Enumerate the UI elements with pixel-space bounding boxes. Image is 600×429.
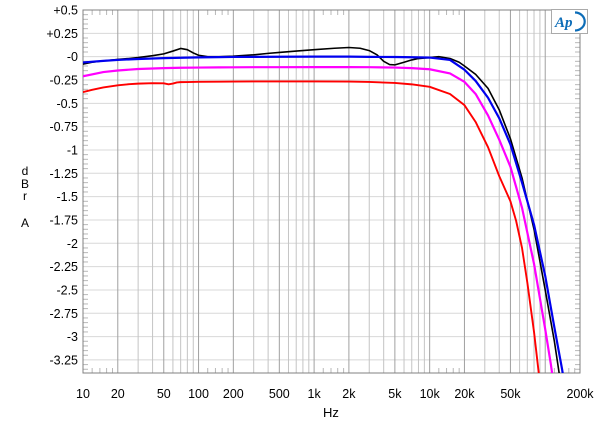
y-tick-label: -1 xyxy=(67,143,78,157)
channel-label: A xyxy=(20,216,29,230)
y-tick-label: -3 xyxy=(67,330,78,344)
y-tick-label: +0.25 xyxy=(46,27,78,41)
y-axis-unit-letter: r xyxy=(23,189,27,203)
x-tick-label: 200 xyxy=(223,387,244,401)
y-tick-label: -2.25 xyxy=(50,260,79,274)
y-tick-label: -3.25 xyxy=(50,353,79,367)
black-trace xyxy=(83,46,560,373)
y-tick-label: -1.5 xyxy=(56,190,78,204)
x-tick-label: 5k xyxy=(388,387,402,401)
blue-trace xyxy=(83,55,564,373)
x-tick-label: 10k xyxy=(420,387,441,401)
x-tick-label: 500 xyxy=(269,387,290,401)
x-tick-label: 10 xyxy=(76,387,90,401)
x-tick-label: 100 xyxy=(188,387,209,401)
y-axis-unit-label: d B r xyxy=(17,165,33,203)
x-tick-label: 20 xyxy=(111,387,125,401)
y-tick-label: -2 xyxy=(67,237,78,251)
audio-precision-logo-icon: Ap xyxy=(554,11,586,32)
y-tick-label: -0.75 xyxy=(50,120,79,134)
y-axis-unit-letter: d xyxy=(21,164,29,178)
y-tick-label: -0.25 xyxy=(50,73,79,87)
y-tick-label: -0.5 xyxy=(56,97,78,111)
magenta-trace xyxy=(83,66,554,373)
y-tick-label: -1.75 xyxy=(50,213,79,227)
y-tick-label: -2.5 xyxy=(56,283,78,297)
x-tick-label: 200k xyxy=(566,387,594,401)
logo-text: Ap xyxy=(554,15,573,31)
y-tick-label: -0 xyxy=(67,50,78,64)
logo-swoosh xyxy=(574,11,586,32)
y-tick-label: -1.25 xyxy=(50,167,79,181)
y-tick-label: +0.5 xyxy=(53,4,78,18)
y-axis-unit-letter: B xyxy=(20,176,29,191)
y-tick-label: -2.75 xyxy=(50,307,79,321)
x-tick-label: 50k xyxy=(500,387,521,401)
red-trace xyxy=(83,80,540,373)
x-tick-label: 20k xyxy=(454,387,475,401)
x-tick-label: 2k xyxy=(342,387,356,401)
x-tick-label: 1k xyxy=(308,387,322,401)
x-tick-label: 50 xyxy=(157,387,171,401)
x-axis-label: Hz xyxy=(323,405,339,420)
audio-precision-logo: Ap xyxy=(551,9,588,34)
